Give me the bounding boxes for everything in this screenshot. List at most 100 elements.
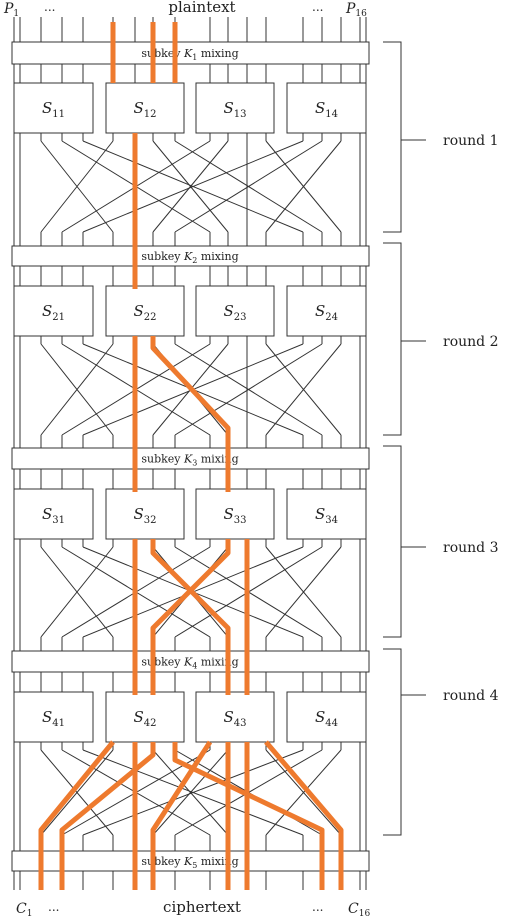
sbox-frame	[195, 82, 275, 134]
round-label-4: round 4	[443, 688, 499, 704]
mixing-layer: subkey K1 mixing subkey K2 mixing subkey K…	[11, 41, 370, 872]
highlight-path	[150, 336, 231, 492]
sbox-label: S41	[42, 708, 65, 729]
plaintext-ellipsis-right: ...	[312, 0, 323, 14]
subkey-mixing-bar-3: subkey K3 mixing	[11, 447, 370, 470]
highlight-path	[150, 539, 231, 695]
sbox-label: S23	[223, 302, 246, 323]
sbox-23: S23	[195, 285, 275, 337]
sbox-13: S13	[195, 82, 275, 134]
sbox-42: S42	[105, 691, 185, 743]
sbox-32: S32	[105, 488, 185, 540]
highlight-path	[38, 740, 115, 890]
sbox-layer: S11 S12 S13 S14 S21 S22 S23 S24 S31 S32 S33 S34 S41 S…	[13, 82, 367, 743]
sbox-label: S42	[133, 708, 156, 729]
sbox-24: S24	[286, 285, 367, 337]
ciphertext-last-bit: C16	[348, 901, 370, 919]
wire	[265, 546, 342, 638]
subkey-mixing-bar-5: subkey K5 mixing	[11, 850, 370, 872]
sbox-frame	[195, 691, 275, 743]
sbox-label: S21	[42, 302, 65, 323]
highlight-path	[264, 740, 344, 890]
sbox-41: S41	[13, 691, 94, 743]
sbox-frame	[105, 82, 185, 134]
sbox-label: S44	[315, 708, 338, 729]
plaintext-last-bit: P16	[345, 1, 367, 19]
wire	[82, 140, 304, 233]
wire	[82, 749, 304, 836]
subkey-mixing-bar-2: subkey K2 mixing	[11, 245, 370, 267]
mixing-label: subkey K3 mixing	[141, 453, 238, 468]
sbox-label: S34	[315, 505, 338, 526]
sbox-label: S33	[223, 505, 246, 526]
highlight-path-layer	[38, 22, 344, 890]
sbox-frame	[195, 285, 275, 337]
ciphertext-first-bit: C1	[16, 901, 32, 919]
mixing-bar-frame	[11, 447, 370, 470]
sbox-label: S32	[133, 505, 156, 526]
mixing-label: subkey K1 mixing	[141, 47, 238, 62]
sbox-label: S24	[315, 302, 338, 323]
round-brace-3: round 3	[383, 445, 498, 638]
sbox-label: S13	[223, 99, 246, 120]
subkey-mixing-bar-4: subkey K4 mixing	[11, 650, 370, 673]
sbox-label: S12	[133, 99, 156, 120]
ciphertext-ellipsis-left: ...	[48, 900, 59, 914]
subkey-mixing-bar-1: subkey K1 mixing	[11, 41, 370, 65]
sbox-label: S22	[133, 302, 156, 323]
wire	[174, 140, 323, 233]
round-brace-1: round 1	[383, 41, 498, 233]
sbox-frame	[195, 488, 275, 540]
mixing-label: subkey K4 mixing	[141, 656, 238, 671]
round-brace-2: round 2	[383, 242, 498, 436]
sbox-frame	[105, 488, 185, 540]
sbox-frame	[286, 691, 367, 743]
sbox-21: S21	[13, 285, 94, 337]
sbox-11: S11	[13, 82, 94, 134]
ciphertext-ellipsis-right: ...	[312, 900, 323, 914]
mixing-bar-frame	[11, 245, 370, 267]
highlight-path	[150, 740, 213, 890]
mixing-bar-frame	[11, 41, 370, 65]
plaintext-ellipsis-left: ...	[44, 0, 55, 14]
wire	[40, 749, 114, 836]
sbox-frame	[13, 691, 94, 743]
round-brace-4: round 4	[383, 648, 499, 836]
mixing-bar-frame	[11, 650, 370, 673]
round-label-2: round 2	[443, 334, 498, 350]
round-label-1: round 1	[443, 133, 498, 149]
sbox-label: S11	[42, 99, 65, 120]
sbox-33: S33	[195, 488, 275, 540]
wire	[265, 140, 342, 233]
wire	[40, 343, 114, 436]
mixing-label: subkey K5 mixing	[141, 855, 238, 870]
sbox-frame	[286, 82, 367, 134]
plaintext-first-bit: P1	[3, 1, 19, 19]
sbox-31: S31	[13, 488, 94, 540]
wire	[265, 749, 342, 836]
sbox-12: S12	[105, 82, 185, 134]
mixing-label: subkey K2 mixing	[141, 250, 238, 265]
sbox-frame	[286, 488, 367, 540]
mixing-bar-frame	[11, 850, 370, 872]
sbox-frame	[286, 285, 367, 337]
ciphertext-label: ciphertext	[163, 898, 241, 916]
sbox-label: S31	[42, 505, 65, 526]
highlight-path	[59, 742, 156, 890]
wire	[152, 140, 229, 233]
sbox-frame	[13, 82, 94, 134]
wire	[174, 343, 323, 436]
sbox-14: S14	[286, 82, 367, 134]
sbox-34: S34	[286, 488, 367, 540]
sbox-label: S14	[315, 99, 338, 120]
round-label-3: round 3	[443, 540, 498, 556]
sbox-22: S22	[105, 285, 185, 337]
sbox-label: S43	[223, 708, 246, 729]
plaintext-label: plaintext	[168, 0, 235, 16]
wire	[152, 749, 229, 836]
sbox-frame	[105, 285, 185, 337]
sbox-frame	[13, 488, 94, 540]
sbox-43: S43	[195, 691, 275, 743]
sbox-frame	[105, 691, 185, 743]
